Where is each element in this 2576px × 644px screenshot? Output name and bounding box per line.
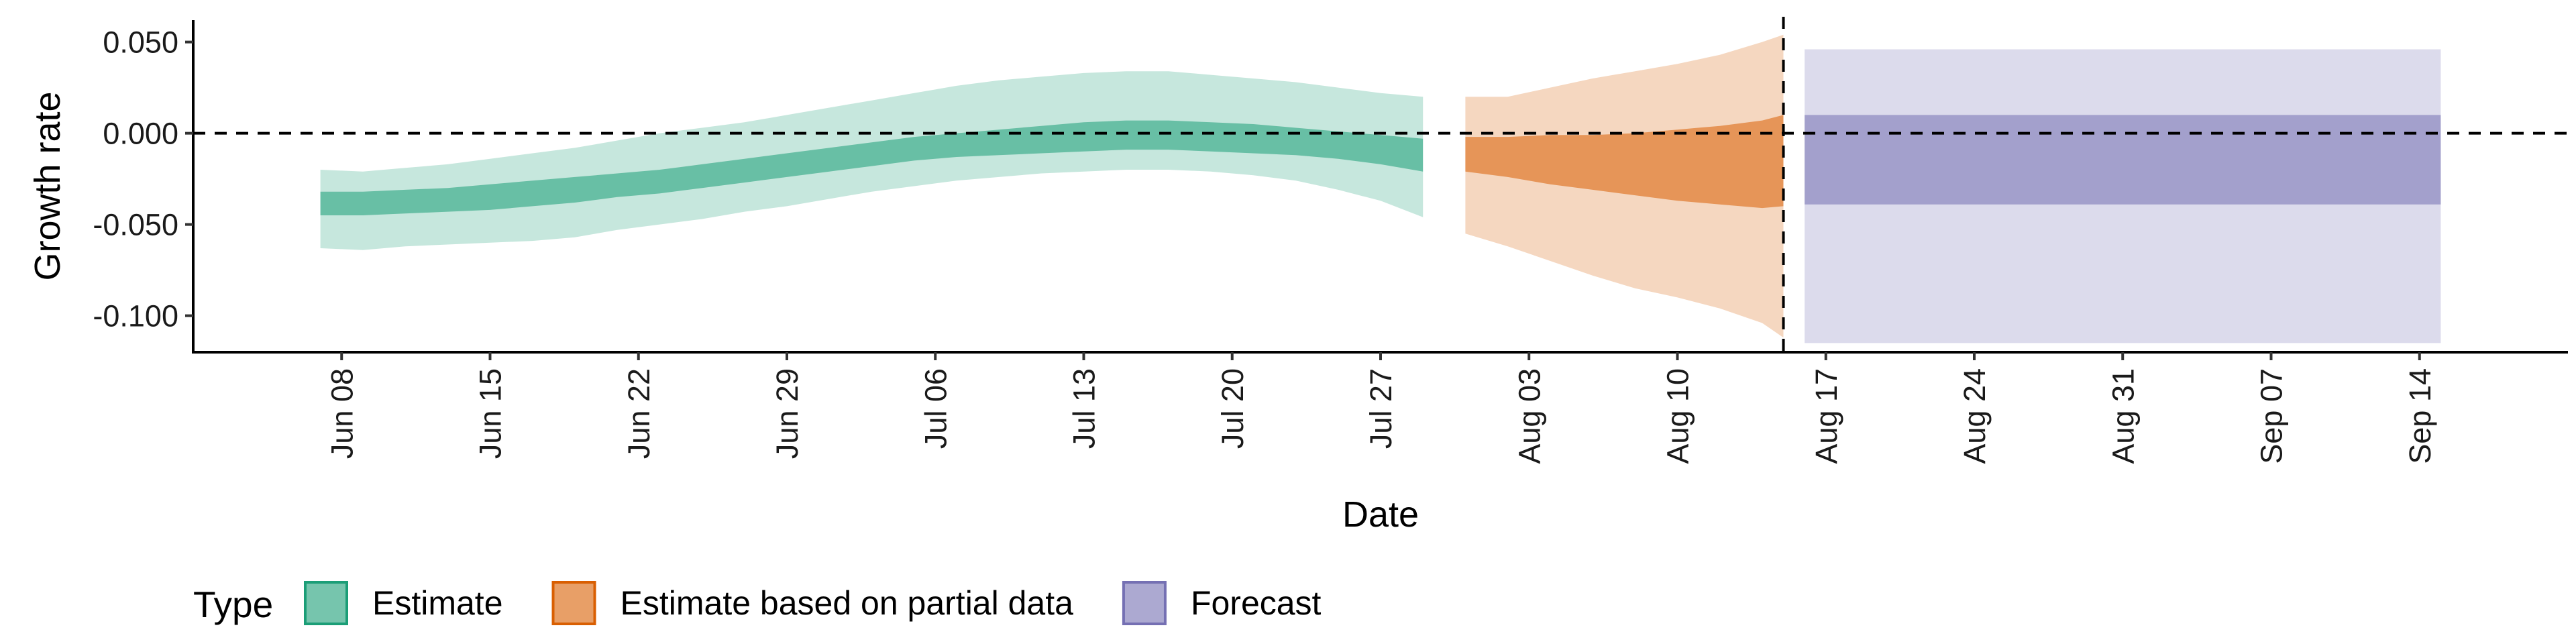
legend-key-2 — [1122, 581, 1167, 625]
x-tick-label: Jun 15 — [474, 368, 508, 459]
x-tick-label: Aug 31 — [2106, 368, 2140, 464]
x-tick-label: Aug 03 — [1512, 368, 1546, 464]
band-50-series-1 — [1465, 115, 1784, 209]
legend-key-0 — [304, 581, 348, 625]
y-ticks: 0.050 0.000 -0.050 -0.100 — [93, 25, 193, 333]
legend: Type Estimate Estimate based on partial d… — [193, 581, 1322, 625]
y-tick-label: -0.100 — [93, 299, 178, 333]
legend-label-0: Estimate — [372, 584, 503, 622]
y-axis-title: Growth rate — [28, 91, 68, 280]
legend-title: Type — [193, 584, 273, 625]
x-tick-label: Jul 06 — [918, 368, 953, 449]
x-tick-label: Jun 08 — [325, 368, 359, 459]
x-tick-label: Jun 22 — [622, 368, 656, 459]
band-layer — [320, 34, 2441, 343]
x-tick-label: Sep 14 — [2403, 368, 2437, 464]
x-tick-label: Jul 13 — [1067, 368, 1102, 449]
x-tick-label: Jul 27 — [1364, 368, 1398, 449]
legend-label-2: Forecast — [1191, 584, 1322, 622]
y-tick-label: -0.050 — [93, 208, 178, 242]
x-tick-label: Aug 10 — [1661, 368, 1695, 464]
y-tick-label: 0.050 — [103, 25, 178, 60]
x-tick-label: Aug 24 — [1957, 368, 1992, 464]
x-tick-label: Jul 20 — [1216, 368, 1250, 449]
x-tick-label: Sep 07 — [2255, 368, 2289, 464]
band-50-series-0 — [320, 120, 1424, 215]
x-ticks: Jun 08 Jun 15 Jun 22 Jun 29 Jul 06 Jul 13 Jul … — [325, 352, 2437, 464]
axes: 0.050 0.000 -0.050 -0.100 Jun 08 Jun 15 Jun 2… — [93, 20, 2568, 464]
x-axis-title: Date — [1342, 494, 1419, 535]
x-tick-label: Aug 17 — [1809, 368, 1843, 464]
x-tick-label: Jun 29 — [770, 368, 804, 459]
y-tick-label: 0.000 — [103, 117, 178, 151]
legend-key-1 — [551, 581, 596, 625]
legend-label-1: Estimate based on partial data — [621, 584, 1074, 622]
band-50-series-2 — [1805, 115, 2441, 205]
